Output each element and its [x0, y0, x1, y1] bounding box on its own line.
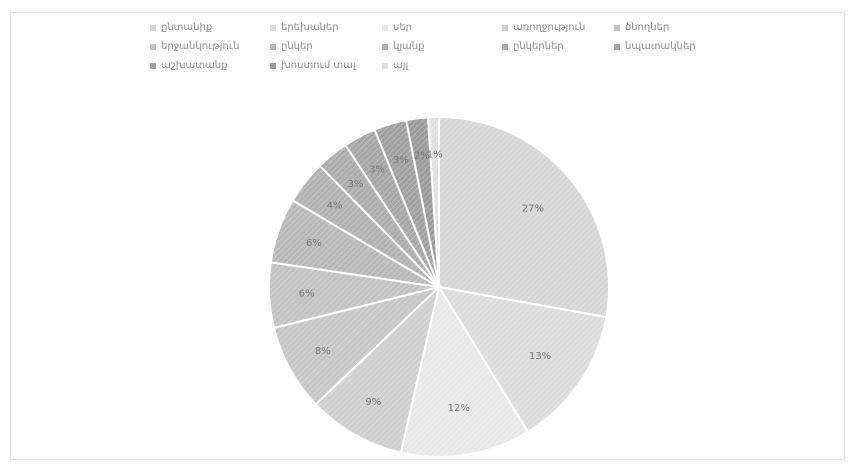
legend-swatch	[270, 62, 276, 69]
chart-legend: ընտանիք երեխաներ սեր առողջություն ծնողնե…	[150, 22, 750, 71]
slice-data-label: 8%	[315, 346, 331, 357]
legend-item: կյանք	[382, 41, 502, 52]
pie-slice-texture	[292, 165, 439, 287]
legend-swatch	[382, 62, 388, 69]
legend-label: ընկերներ	[513, 41, 564, 52]
legend-item: այլ	[382, 60, 502, 71]
pie-slice-texture	[345, 129, 439, 287]
pie-slice-texture	[374, 120, 439, 287]
legend-item: սեր	[382, 22, 502, 33]
legend-label: երջանկություն	[161, 41, 240, 52]
legend-item: ընկերներ	[502, 41, 614, 52]
slice-data-label: 3%	[348, 179, 364, 190]
pie-slice-texture	[439, 117, 609, 318]
slice-data-label: 9%	[365, 397, 381, 408]
legend-item: առողջություն	[502, 22, 614, 33]
legend-label: խոստում տալ	[281, 60, 356, 71]
slice-data-label: 3%	[369, 165, 385, 176]
legend-swatch	[614, 24, 620, 31]
legend-label: երեխաներ	[281, 22, 339, 33]
legend-item: խոստում տալ	[270, 60, 382, 71]
legend-label: այլ	[393, 60, 409, 71]
legend-item: երջանկություն	[150, 41, 270, 52]
slice-data-label: 2%	[414, 151, 430, 162]
pie-slice-texture	[400, 287, 528, 457]
slice-data-label: 1%	[427, 149, 443, 160]
slice-data-label: 6%	[299, 288, 315, 299]
legend-label: ընկեր	[281, 41, 313, 52]
legend-label: սեր	[393, 22, 413, 33]
legend-swatch	[502, 43, 508, 50]
slice-data-label: 13%	[529, 351, 551, 362]
legend-swatch	[270, 24, 276, 31]
legend-label: ծնողներ	[625, 22, 670, 33]
slice-data-label: 12%	[448, 403, 470, 414]
pie-slice-texture	[268, 262, 439, 328]
legend-label: աշխատանք	[161, 60, 228, 71]
pie-slice-texture	[439, 287, 607, 432]
legend-item: ընկեր	[270, 41, 382, 52]
legend-item: ծնողներ	[614, 22, 734, 33]
legend-item: աշխատանք	[150, 60, 270, 71]
slice-data-label: 27%	[522, 203, 544, 214]
legend-swatch	[382, 24, 388, 31]
pie-slice-texture	[427, 117, 439, 287]
slice-data-label: 6%	[306, 238, 322, 249]
pie-slice-texture	[273, 287, 439, 405]
legend-swatch	[150, 24, 156, 31]
pie-slice-texture	[270, 200, 439, 287]
legend-swatch	[382, 43, 388, 50]
legend-label: կյանք	[393, 41, 425, 52]
legend-swatch	[150, 62, 156, 69]
legend-item: նպատակներ	[614, 41, 734, 52]
legend-label: ընտանիք	[161, 22, 213, 33]
legend-item: ընտանիք	[150, 22, 270, 33]
legend-swatch	[614, 43, 620, 50]
legend-item: երեխաներ	[270, 22, 382, 33]
legend-swatch	[270, 43, 276, 50]
legend-label: նպատակներ	[625, 41, 696, 52]
slice-data-label: 4%	[327, 200, 343, 211]
legend-swatch	[502, 24, 508, 31]
legend-swatch	[150, 43, 156, 50]
legend-label: առողջություն	[513, 22, 586, 33]
pie-slice-texture	[315, 287, 439, 453]
slice-data-label: 3%	[393, 155, 409, 166]
pie-slice-texture	[319, 145, 439, 287]
pie-slice-texture	[406, 117, 439, 287]
